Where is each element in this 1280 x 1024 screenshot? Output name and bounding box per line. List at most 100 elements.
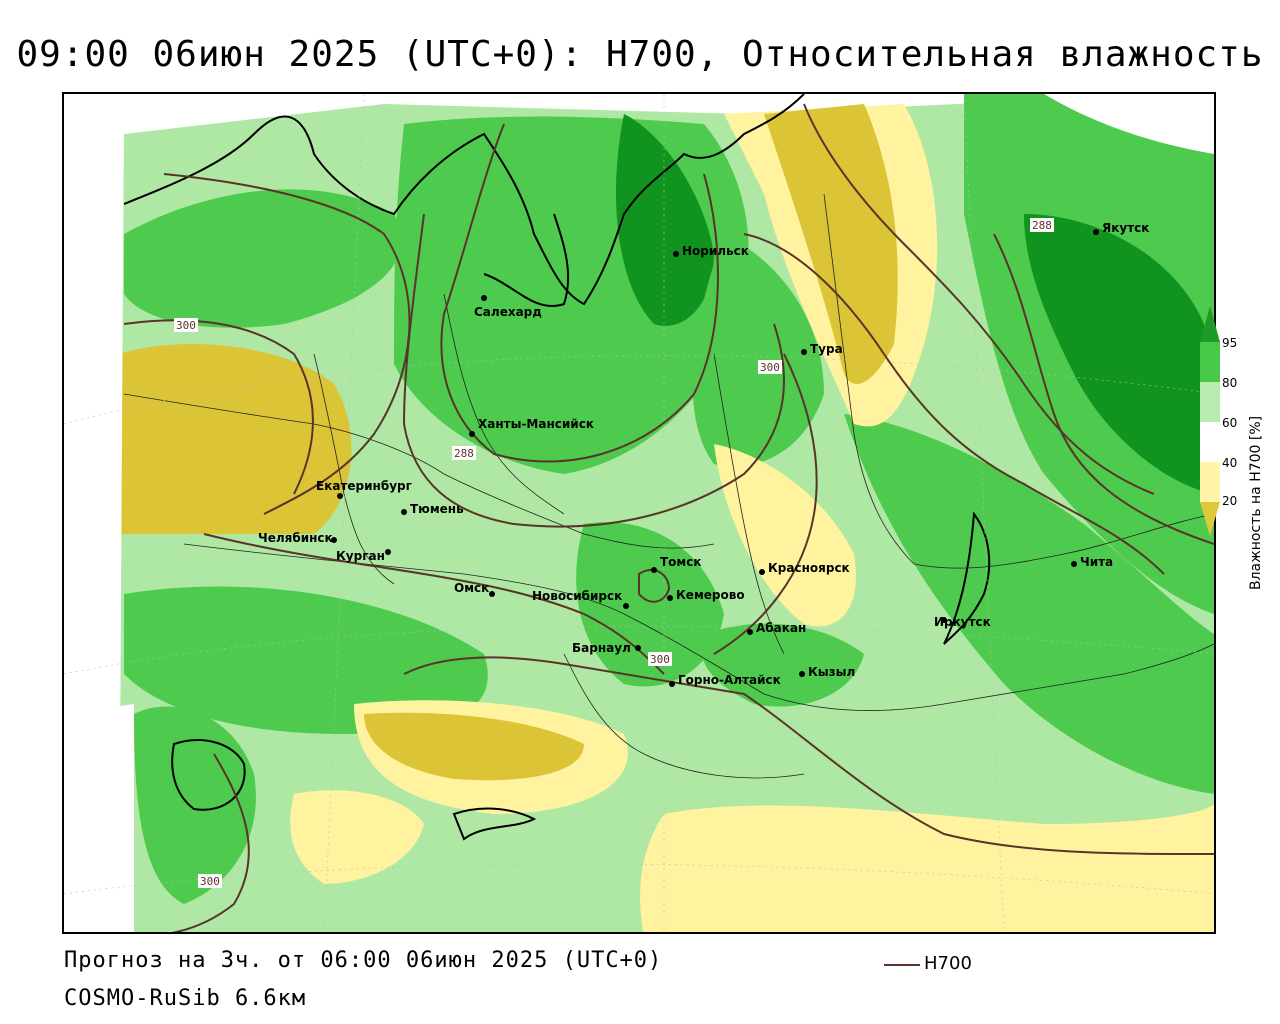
isoline-label: 300 bbox=[200, 875, 220, 888]
city-marker bbox=[667, 595, 673, 601]
lake-balkhash-outline bbox=[171, 739, 246, 811]
wet-region-altai bbox=[701, 623, 864, 707]
colorbar-tick: 40 bbox=[1222, 456, 1238, 470]
city-label: Красноярск bbox=[768, 561, 850, 575]
city-abakan: Абакан bbox=[747, 621, 806, 635]
very-wet-region-yakutia bbox=[1024, 214, 1214, 494]
dry-region-krasnoyarsk bbox=[714, 444, 856, 627]
city-label: Салехард bbox=[474, 305, 542, 319]
colorbar-segment bbox=[1200, 342, 1220, 382]
city-label: Новосибирск bbox=[532, 589, 622, 603]
colorbar-tick: 80 bbox=[1222, 376, 1238, 390]
dry-region-mongolia bbox=[640, 804, 1214, 932]
city-label: Иркутск bbox=[934, 615, 991, 629]
city-norilsk: Норильск bbox=[673, 244, 749, 258]
city-marker bbox=[337, 493, 343, 499]
isoline-label: 288 bbox=[1032, 219, 1052, 232]
very-dry-region-kazakhstan bbox=[364, 712, 584, 781]
h700-isolines bbox=[123, 103, 1214, 932]
city-kurgan: Курган bbox=[336, 549, 391, 563]
city-marker bbox=[401, 509, 407, 515]
city-label: Горно-Алтайск bbox=[678, 673, 781, 687]
city-label: Кемерово bbox=[676, 588, 745, 602]
wet-region-southwest bbox=[134, 706, 256, 904]
city-marker bbox=[385, 549, 391, 555]
graticule bbox=[64, 94, 1214, 932]
wet-region-evenkia bbox=[692, 234, 824, 467]
city-marker bbox=[1071, 561, 1077, 567]
city-marker bbox=[651, 567, 657, 573]
map-panel: 300 288 300 288 300 300 Салехард Норильс… bbox=[62, 92, 1216, 934]
arctic-coastline bbox=[123, 94, 805, 306]
city-salekhard: Салехард bbox=[474, 295, 542, 319]
missing-data-southwest bbox=[64, 704, 134, 932]
model-name: COSMO-RuSib 6.6км bbox=[64, 986, 307, 1011]
missing-data-northeast bbox=[1044, 94, 1214, 154]
city-label: Томск bbox=[660, 555, 702, 569]
city-label: Чита bbox=[1080, 555, 1113, 569]
city-label: Курган bbox=[336, 549, 385, 563]
isoline-label: 288 bbox=[454, 447, 474, 460]
very-dry-region-north bbox=[764, 104, 898, 384]
city-marker bbox=[489, 591, 495, 597]
colorbar-segment bbox=[1200, 382, 1220, 422]
cities: Салехард Норильск Якутск Тура Ханты-Манс… bbox=[258, 221, 1149, 687]
wet-region-tomsk bbox=[576, 522, 724, 687]
city-chita: Чита bbox=[1071, 555, 1113, 569]
city-yekaterinburg: Екатеринбург bbox=[316, 479, 412, 499]
city-marker bbox=[801, 349, 807, 355]
map-title: 09:00 06июн 2025 (UTC+0): H700, Относите… bbox=[16, 34, 1264, 75]
city-novosibirsk: Новосибирск bbox=[532, 589, 629, 609]
city-label: Кызыл bbox=[808, 665, 855, 679]
city-marker bbox=[331, 537, 337, 543]
isoline-label-bg bbox=[648, 652, 672, 666]
city-tyumen: Тюмень bbox=[401, 502, 464, 516]
isoline-label-bg bbox=[1030, 218, 1054, 232]
city-yakutsk: Якутск bbox=[1093, 221, 1149, 235]
humidity-colorbar bbox=[1200, 306, 1220, 536]
colorbar-title: Влажность на H700 [%] bbox=[1248, 415, 1264, 590]
city-label: Тура bbox=[810, 342, 843, 356]
humidity-map: 300 288 300 288 300 300 Салехард Норильс… bbox=[64, 94, 1214, 932]
city-kemerovo: Кемерово bbox=[667, 588, 745, 602]
city-label: Челябинск bbox=[258, 531, 333, 545]
city-omsk: Омск bbox=[454, 581, 495, 597]
city-marker bbox=[669, 681, 675, 687]
wet-region-west bbox=[124, 189, 402, 328]
city-label: Омск bbox=[454, 581, 489, 595]
city-marker bbox=[481, 295, 487, 301]
city-marker bbox=[673, 251, 679, 257]
isoline-label: 300 bbox=[176, 319, 196, 332]
city-irkutsk: Иркутск bbox=[934, 615, 991, 629]
forecast-info: Прогноз на 3ч. от 06:00 06июн 2025 (UTC+… bbox=[64, 948, 663, 973]
city-marker bbox=[799, 671, 805, 677]
isoline-label-bg bbox=[452, 446, 476, 460]
colorbar-segment bbox=[1200, 422, 1220, 462]
very-wet-region-north bbox=[615, 114, 714, 326]
isoline-label-bg bbox=[174, 318, 198, 332]
city-label: Норильск bbox=[682, 244, 749, 258]
city-label: Абакан bbox=[756, 621, 806, 635]
colorbar-bottom-triangle bbox=[1200, 502, 1220, 536]
wet-region-baikal bbox=[844, 414, 1214, 794]
city-marker bbox=[747, 629, 753, 635]
isoline-label-bg bbox=[198, 874, 222, 888]
isoline-label: 300 bbox=[760, 361, 780, 374]
city-gorno-altaysk: Горно-Алтайск bbox=[669, 673, 781, 687]
isoline-labels: 300 288 300 288 300 300 bbox=[174, 218, 1054, 888]
very-dry-region-urals bbox=[119, 344, 352, 534]
city-marker bbox=[941, 617, 947, 623]
colorbar-tick: 20 bbox=[1222, 494, 1238, 508]
region-boundaries bbox=[123, 193, 1214, 779]
lake-outline bbox=[452, 807, 537, 841]
ob-gulf-coastline bbox=[483, 213, 570, 307]
city-marker bbox=[623, 603, 629, 609]
city-kyzyl: Кызыл bbox=[799, 665, 855, 679]
city-tomsk: Томск bbox=[651, 555, 702, 573]
h700-legend-label: H700 bbox=[924, 953, 972, 974]
dry-region-south bbox=[290, 790, 424, 884]
colorbar-tick: 95 bbox=[1222, 336, 1238, 350]
city-label: Барнаул bbox=[572, 641, 631, 655]
colorbar-tick: 60 bbox=[1222, 416, 1238, 430]
city-label: Екатеринбург bbox=[316, 479, 412, 493]
